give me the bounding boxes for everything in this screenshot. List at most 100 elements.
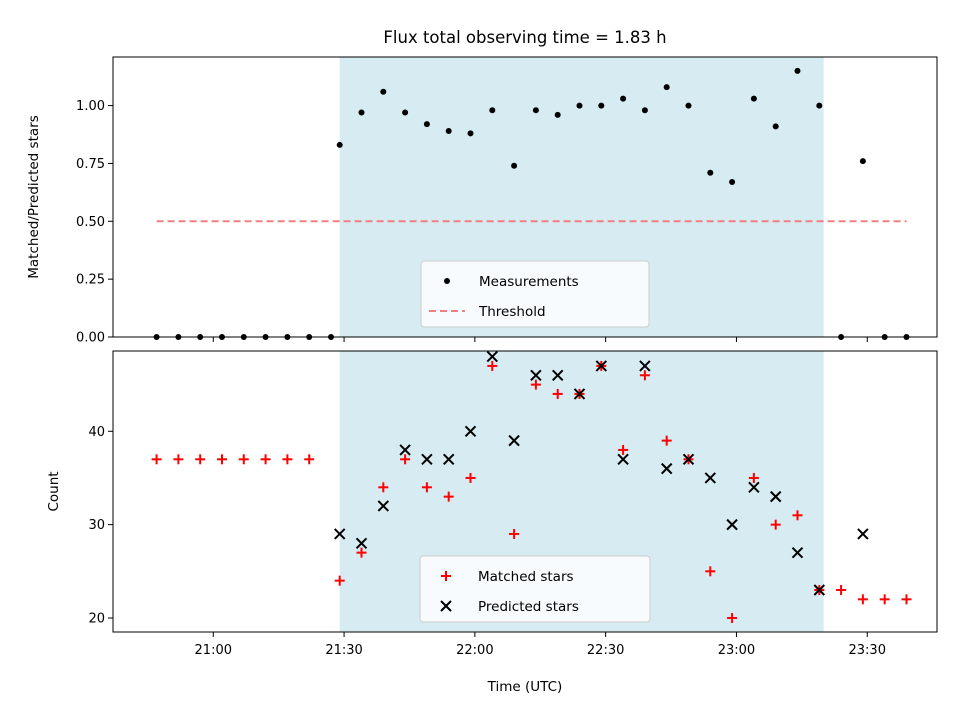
top-y-ticks: 0.00 0.25 0.50 0.75 1.00	[76, 99, 113, 346]
predicted-stars-point	[857, 528, 869, 540]
top-axes-frame	[112, 56, 938, 338]
bot-y-tick-label: 20	[88, 611, 105, 626]
top-y-tick-label: 1.00	[76, 99, 105, 114]
measurements-point	[707, 169, 714, 176]
measurements-point	[859, 158, 866, 165]
bottom-x-ticks: 21:00 21:30 22:00 22:30 23:00 23:30	[195, 632, 886, 658]
predicted-stars-point	[377, 500, 390, 512]
predicted-stars-legend-handle	[440, 600, 452, 612]
matched-stars-point	[748, 472, 759, 483]
matched-stars-point	[727, 612, 738, 623]
top-x-ticks	[212, 337, 868, 342]
x-tick-label: 23:00	[718, 643, 755, 658]
measurements-point	[816, 102, 823, 109]
predicted-stars-point	[595, 360, 608, 372]
bottom-series-layer	[151, 350, 912, 623]
matched-stars-point	[443, 491, 454, 502]
top-y-tick-label: 0.25	[76, 273, 105, 288]
matched-stars-point	[661, 435, 672, 446]
figure-title: Flux total observing time = 1.83 h	[383, 28, 666, 47]
predicted-stars-point	[813, 584, 825, 596]
x-tick-label: 21:00	[195, 643, 232, 658]
matched-stars-point	[151, 454, 162, 465]
top-legend: Measurements Threshold	[420, 260, 650, 328]
matched-stars-point	[216, 454, 227, 465]
predicted-stars-point	[486, 350, 499, 363]
matched-stars-point	[530, 379, 541, 390]
bottom-y-axis-label: Count	[46, 471, 62, 511]
matched-stars-point	[509, 528, 520, 539]
measurements-point	[750, 95, 757, 102]
predicted-stars-point	[660, 462, 673, 475]
x-axis-label: Time (UTC)	[487, 679, 563, 695]
measurements-point	[641, 107, 648, 114]
predicted-stars-point	[442, 453, 455, 465]
measurements-point	[467, 130, 474, 137]
matched-stars-point	[618, 444, 629, 455]
measurements-point	[489, 107, 496, 114]
bot-y-tick-label: 40	[88, 425, 105, 440]
predicted-stars-point	[355, 537, 368, 550]
measurements-point	[358, 109, 365, 116]
measurements-point	[794, 67, 801, 74]
x-tick-label: 22:30	[587, 643, 624, 658]
matched-stars-legend-handle	[441, 571, 451, 581]
measurements-point	[576, 102, 583, 109]
top-panel: 0.00 0.25 0.50 0.75 1.00 Matched/Predicted s…	[26, 56, 938, 346]
matched-stars-point	[639, 370, 650, 381]
predicted-stars-point	[530, 369, 542, 381]
top-y-tick-label: 0.75	[76, 157, 105, 172]
threshold-legend-label: Threshold	[478, 304, 546, 320]
matched-stars-point	[552, 388, 563, 399]
measurements-point	[729, 178, 736, 185]
matched-stars-point	[705, 566, 716, 577]
bot-legend-box	[419, 555, 651, 623]
matched-stars-point	[334, 575, 345, 586]
measurements-point	[554, 111, 561, 118]
x-tick-label: 23:30	[849, 643, 886, 658]
bot-y-tick-label: 30	[88, 518, 105, 533]
measurements-point	[772, 123, 779, 130]
measurements-point	[511, 162, 518, 169]
matched-stars-point	[901, 594, 912, 605]
bottom-panel: 20 30 40 21:00 21:30 22:00 22:30 23:00 23:30 Co…	[46, 350, 938, 658]
matched-stars-point	[238, 454, 249, 465]
matched-stars-point	[879, 594, 890, 605]
matched-stars-point	[173, 454, 184, 465]
top-y-tick-label: 0.00	[76, 331, 105, 346]
predicted-stars-point	[464, 425, 477, 437]
bottom-y-ticks: 20 30 40	[88, 425, 113, 626]
matched-stars-point	[836, 584, 847, 595]
matched-stars-point	[195, 454, 206, 465]
matched-stars-point	[770, 519, 781, 530]
predicted-stars-point	[769, 490, 782, 503]
measurements-point	[402, 109, 409, 116]
measurements-point	[663, 84, 670, 91]
measurements-point	[598, 102, 605, 109]
measurements-point	[336, 141, 343, 148]
predicted-stars-point	[726, 518, 738, 531]
predicted-stars-point	[573, 388, 586, 400]
matched-stars-legend-label: Matched stars	[478, 569, 574, 585]
measurements-point	[423, 121, 430, 128]
bottom-axes-frame	[112, 350, 938, 633]
measurements-point	[445, 128, 452, 135]
predicted-stars-point	[791, 546, 804, 559]
predicted-stars-point	[551, 369, 564, 381]
measurements-point	[685, 102, 692, 109]
matched-stars-point	[356, 547, 367, 558]
top-y-tick-label: 0.50	[76, 215, 105, 230]
predicted-stars-point	[639, 360, 651, 372]
predicted-stars-point	[334, 528, 346, 540]
matched-stars-point	[465, 472, 476, 483]
x-tick-label: 22:00	[456, 643, 493, 658]
bottom-legend: Matched stars Predicted stars	[419, 555, 651, 623]
matched-stars-point	[400, 454, 411, 465]
matched-stars-point	[282, 454, 293, 465]
matched-stars-point	[421, 482, 432, 493]
predicted-stars-legend-label: Predicted stars	[478, 599, 579, 615]
predicted-stars-point	[399, 444, 411, 456]
matched-stars-point	[487, 360, 498, 371]
matched-stars-point	[378, 482, 389, 493]
